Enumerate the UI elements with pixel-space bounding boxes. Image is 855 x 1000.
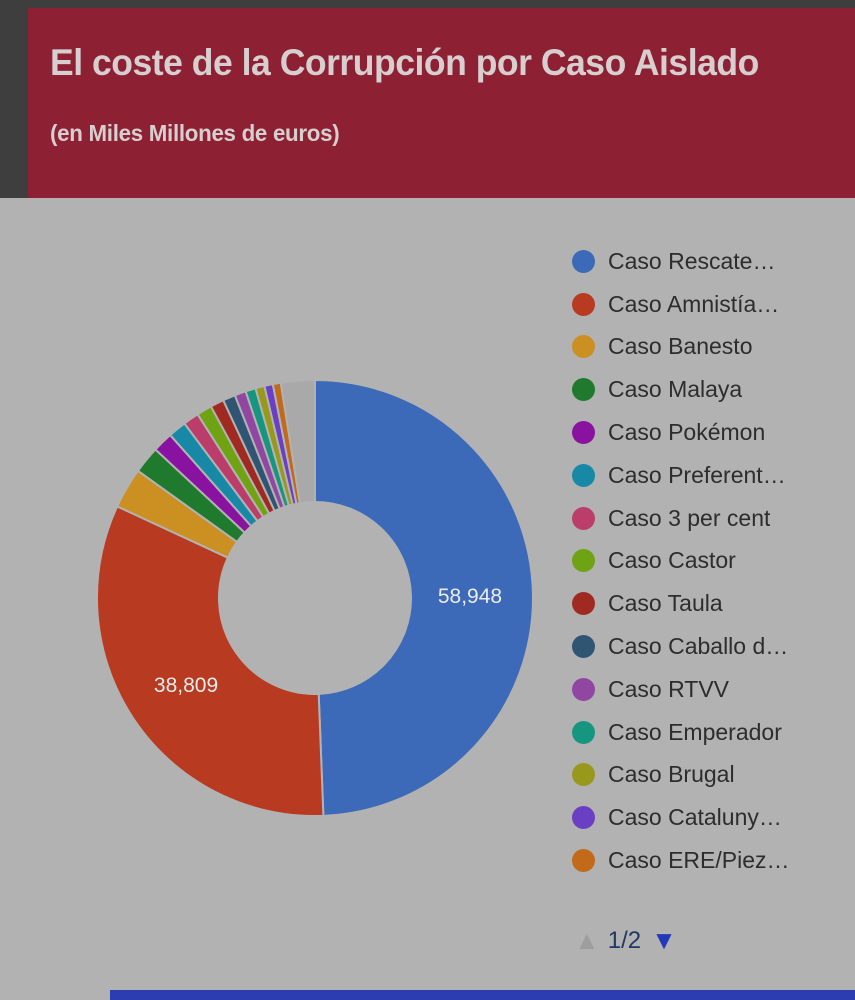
pie-slice-0[interactable] <box>314 378 534 817</box>
legend-item-0[interactable]: Caso Rescate… <box>572 240 842 283</box>
legend-item-12[interactable]: Caso Brugal <box>572 754 842 797</box>
legend-marker-icon <box>572 292 595 316</box>
legend-marker-icon <box>572 506 595 530</box>
legend-item-14[interactable]: Caso ERE/Piez… <box>572 839 842 882</box>
chart-subtitle: (en Miles Millones de euros) <box>50 120 340 146</box>
legend-item-6[interactable]: Caso 3 per cent <box>572 497 842 540</box>
pie-slice-1[interactable] <box>96 505 325 817</box>
legend-label: Caso Malaya <box>608 376 743 403</box>
legend-marker-icon <box>572 849 595 873</box>
legend-marker-icon <box>572 249 595 273</box>
legend-label: Caso RTVV <box>608 675 730 702</box>
legend-page-up-arrow[interactable]: ▲ <box>574 925 600 955</box>
chart-legend: Caso Rescate… Caso Amnistía… Caso Banesto C… <box>572 240 842 882</box>
legend-marker-icon <box>572 677 595 701</box>
legend-marker-icon <box>572 421 595 445</box>
legend-item-2[interactable]: Caso Banesto <box>572 326 842 369</box>
legend-marker-icon <box>572 806 595 830</box>
legend-label: Caso Preferent… <box>608 461 786 488</box>
legend-item-4[interactable]: Caso Pokémon <box>572 411 842 454</box>
legend-label: Caso Banesto <box>608 333 753 360</box>
legend-marker-icon <box>572 335 595 359</box>
legend-marker-icon <box>572 635 595 659</box>
legend-marker-icon <box>572 763 595 787</box>
legend-item-9[interactable]: Caso Caballo d… <box>572 625 842 668</box>
legend-item-13[interactable]: Caso Cataluny… <box>572 796 842 839</box>
legend-marker-icon <box>572 549 595 573</box>
slice-value-label: 58,948 <box>438 585 502 608</box>
chart-header: El coste de la Corrupción por Caso Aisla… <box>28 8 855 198</box>
pie-slice-15[interactable] <box>279 378 316 505</box>
chart-area: 58,948 38,809 <box>85 368 545 828</box>
legend-item-8[interactable]: Caso Taula <box>572 582 842 625</box>
legend-label: Caso ERE/Piez… <box>608 847 790 874</box>
legend-pagination: ▲ 1/2 ▼ <box>574 925 677 956</box>
slice-value-label: 38,809 <box>154 674 218 697</box>
legend-label: Caso Cataluny… <box>608 804 782 831</box>
legend-label: Caso Taula <box>608 590 723 617</box>
legend-label: Caso Rescate… <box>608 247 776 274</box>
legend-label: Caso Caballo d… <box>608 633 789 660</box>
legend-page-down-arrow[interactable]: ▼ <box>651 925 677 955</box>
legend-item-1[interactable]: Caso Amnistía… <box>572 283 842 326</box>
legend-marker-icon <box>572 592 595 616</box>
legend-page-indicator: 1/2 <box>607 926 642 954</box>
legend-label: Caso Brugal <box>608 761 735 788</box>
page-backdrop-top <box>0 0 855 8</box>
donut-chart: 58,948 38,809 <box>96 378 534 817</box>
legend-label: Caso 3 per cent <box>608 504 771 531</box>
legend-marker-icon <box>572 720 595 744</box>
page-backdrop-left <box>0 0 28 198</box>
legend-label: Caso Pokémon <box>608 419 766 446</box>
legend-label: Caso Amnistía… <box>608 290 780 317</box>
legend-label: Caso Castor <box>608 547 736 574</box>
legend-item-5[interactable]: Caso Preferent… <box>572 454 842 497</box>
legend-item-7[interactable]: Caso Castor <box>572 540 842 583</box>
legend-marker-icon <box>572 378 595 402</box>
legend-item-10[interactable]: Caso RTVV <box>572 668 842 711</box>
bottom-blue-bar <box>110 990 855 1000</box>
legend-item-11[interactable]: Caso Emperador <box>572 711 842 754</box>
chart-title: El coste de la Corrupción por Caso Aisla… <box>50 42 759 83</box>
legend-marker-icon <box>572 463 595 487</box>
legend-label: Caso Emperador <box>608 718 782 745</box>
legend-item-3[interactable]: Caso Malaya <box>572 368 842 411</box>
